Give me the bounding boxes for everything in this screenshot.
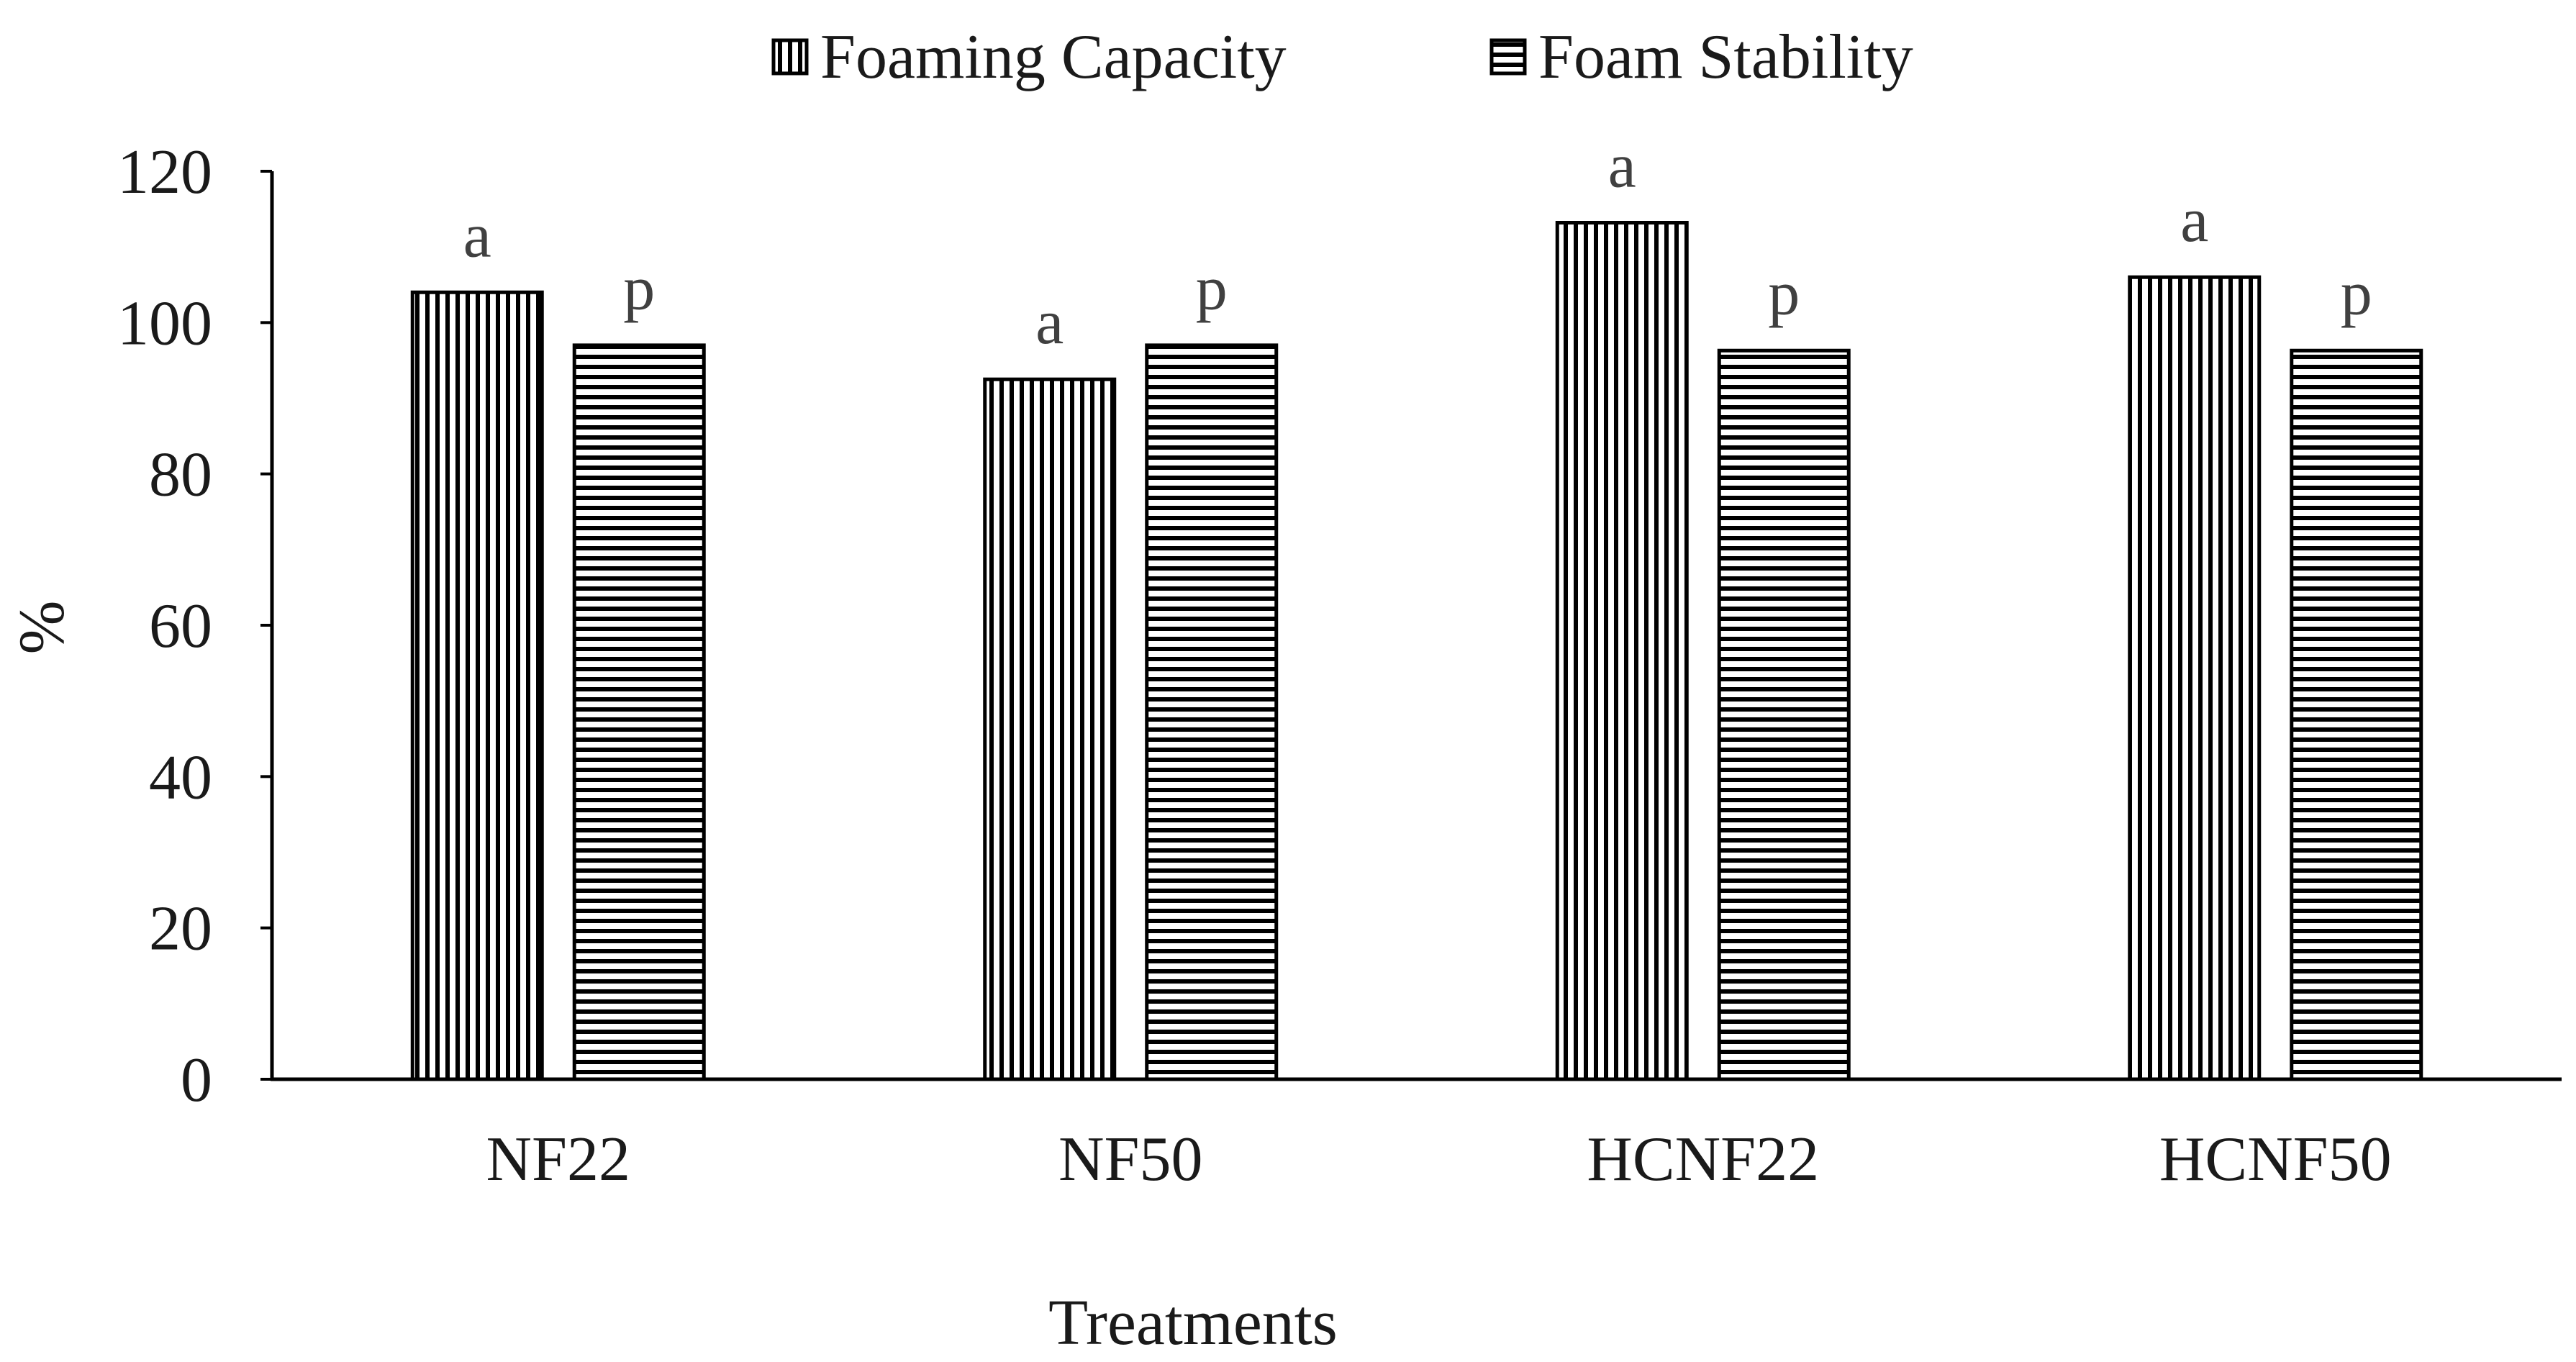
bar-foaming-capacity-hcnf50 [2128, 275, 2262, 1081]
legend: Foaming Capacity Foam Stability [771, 22, 1913, 92]
bar-foam-stability-hcnf22 [1717, 348, 1851, 1081]
significance-label: p [1196, 254, 1228, 324]
x-category-label: NF22 [486, 1125, 631, 1194]
bar-foaming-capacity-nf50 [983, 377, 1117, 1081]
y-tick-label: 0 [181, 1045, 212, 1115]
y-ticks: 0 20 40 60 80 100 120 [117, 137, 272, 1115]
bar-foam-stability-nf50 [1145, 343, 1279, 1081]
y-tick-label: 100 [117, 289, 212, 358]
legend-swatch-foam-stability [1489, 38, 1527, 76]
legend-swatch-foaming-capacity [771, 38, 809, 76]
x-axis-title: Treatments [1048, 1287, 1338, 1358]
x-category-label: HCNF50 [2159, 1125, 2392, 1194]
y-tick-label: 60 [149, 591, 212, 661]
significance-label: p [2341, 259, 2372, 329]
significance-label: a [2180, 186, 2208, 255]
y-tick-label: 120 [117, 137, 212, 207]
significance-labels: a p a p a p a p [463, 132, 2372, 358]
bar-foam-stability-hcnf50 [2290, 348, 2423, 1081]
significance-label: a [1608, 132, 1636, 201]
bar-foaming-capacity-nf22 [410, 290, 544, 1081]
significance-label: p [623, 254, 655, 324]
significance-label: a [463, 201, 491, 271]
legend-item-foam-stability: Foam Stability [1489, 22, 1913, 92]
x-category-label: NF50 [1058, 1125, 1203, 1194]
y-tick-label: 80 [149, 440, 212, 510]
significance-label: a [1035, 288, 1063, 358]
bar-foaming-capacity-hcnf22 [1555, 221, 1689, 1081]
bar-foam-stability-nf22 [572, 343, 706, 1081]
y-tick-label: 20 [149, 894, 212, 964]
significance-label: p [1768, 259, 1800, 329]
y-axis-title: % [6, 601, 78, 655]
x-categories: NF22 NF50 HCNF22 HCNF50 [486, 1125, 2392, 1194]
y-tick-label: 40 [149, 743, 212, 812]
legend-item-foaming-capacity: Foaming Capacity [771, 22, 1287, 92]
x-category-label: HCNF22 [1587, 1125, 1819, 1194]
legend-label-foaming-capacity: Foaming Capacity [820, 22, 1287, 92]
bars [410, 221, 2423, 1081]
legend-label-foam-stability: Foam Stability [1538, 22, 1913, 92]
